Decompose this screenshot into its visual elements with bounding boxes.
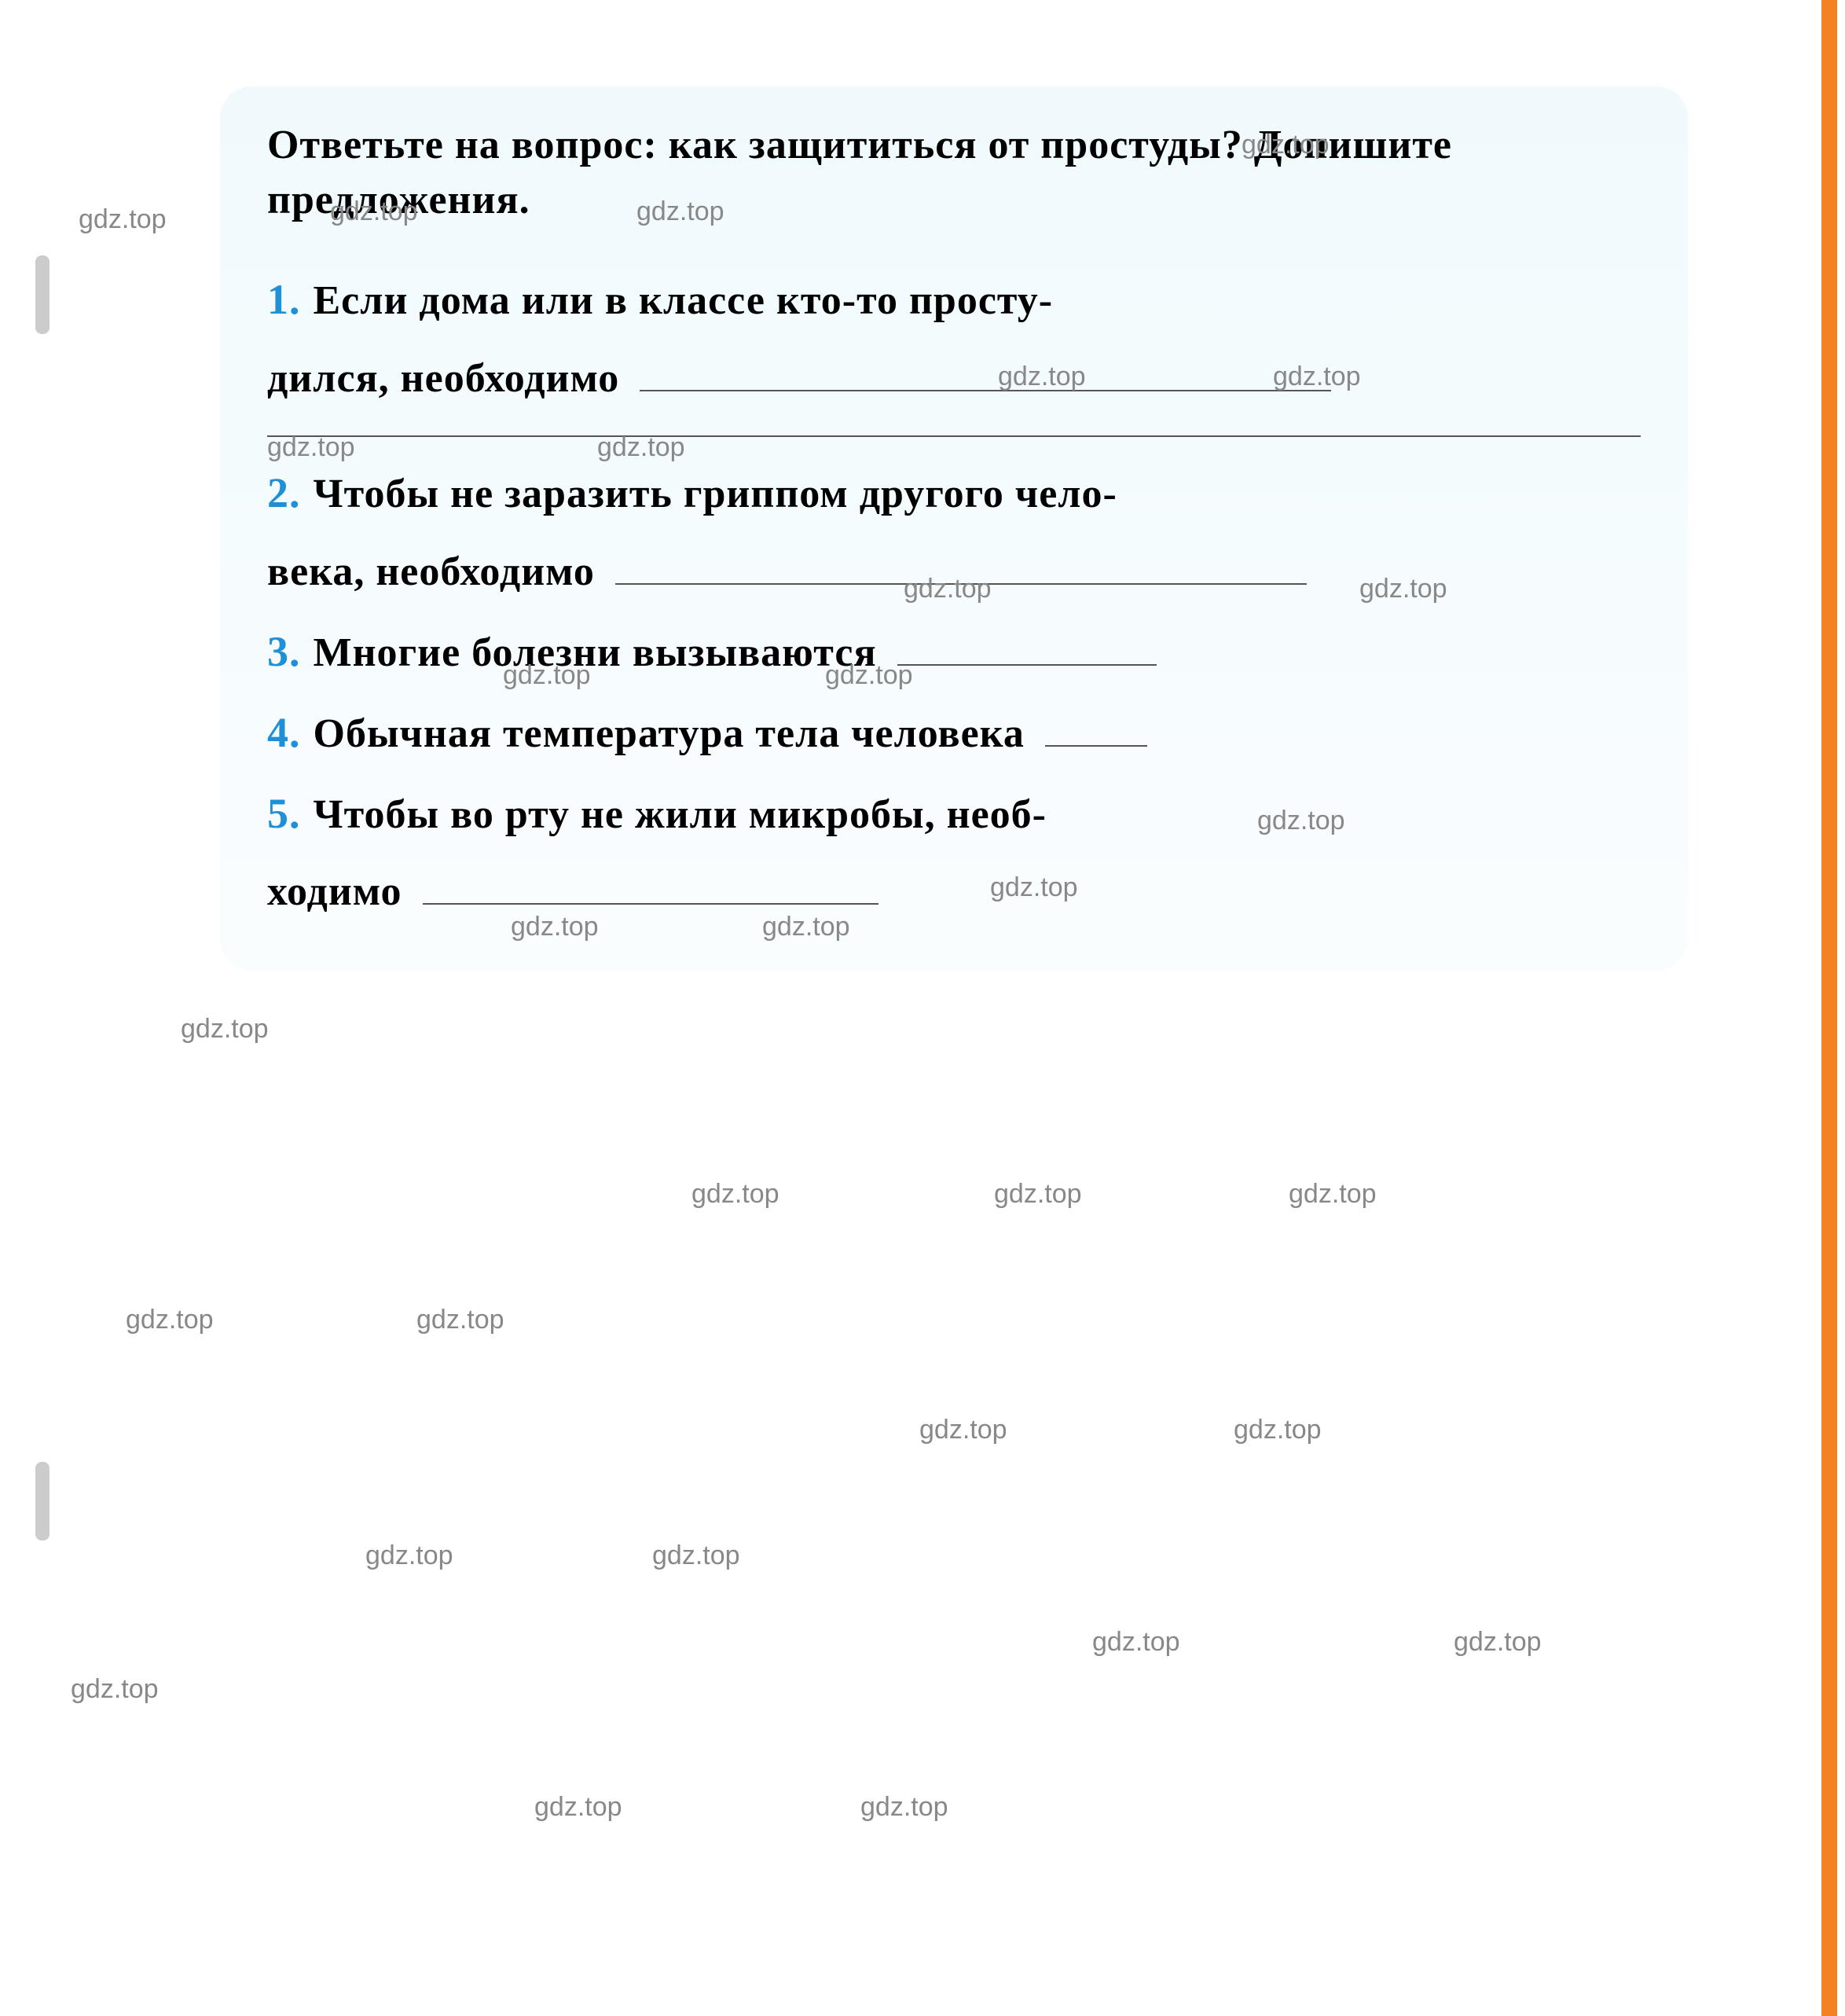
watermark: gdz.top bbox=[1359, 574, 1447, 604]
watermark: gdz.top bbox=[267, 432, 355, 463]
content-box: Ответьте на вопрос: как защититься от пр… bbox=[220, 86, 1688, 971]
item-text-5a: Чтобы во рту не жили микробы, необ- bbox=[314, 792, 1047, 837]
blank-line[interactable] bbox=[423, 868, 878, 905]
watermark: gdz.top bbox=[1454, 1627, 1542, 1658]
watermark: gdz.top bbox=[762, 912, 850, 942]
watermark: gdz.top bbox=[1234, 1415, 1322, 1445]
watermark: gdz.top bbox=[1289, 1179, 1377, 1210]
watermark: gdz.top bbox=[1257, 806, 1345, 836]
watermark: gdz.top bbox=[416, 1305, 504, 1335]
watermark: gdz.top bbox=[1092, 1627, 1180, 1658]
item-text-4a: Обычная температура тела человека bbox=[314, 711, 1025, 756]
header-text: Ответьте на вопрос: как защититься от пр… bbox=[267, 118, 1641, 228]
item-1-cont: дился, необходимо bbox=[267, 340, 1641, 418]
watermark: gdz.top bbox=[365, 1540, 453, 1571]
item-number-5: 5. bbox=[267, 790, 301, 837]
item-5: 5. Чтобы во рту не жили микробы, необ- bbox=[267, 773, 1641, 854]
watermark: gdz.top bbox=[994, 1179, 1082, 1210]
watermark: gdz.top bbox=[825, 660, 913, 691]
watermark: gdz.top bbox=[330, 196, 418, 227]
binding-mark bbox=[35, 1462, 50, 1540]
watermark: gdz.top bbox=[860, 1792, 948, 1823]
item-5-cont: ходимо bbox=[267, 854, 1641, 931]
watermark: gdz.top bbox=[534, 1792, 622, 1823]
watermark: gdz.top bbox=[79, 204, 167, 235]
watermark: gdz.top bbox=[597, 432, 685, 463]
watermark: gdz.top bbox=[1242, 130, 1330, 160]
watermark: gdz.top bbox=[511, 912, 599, 942]
item-3: 3. Многие болезни вызываются bbox=[267, 611, 1641, 692]
watermark: gdz.top bbox=[919, 1415, 1007, 1445]
watermark: gdz.top bbox=[181, 1014, 269, 1045]
blank-line[interactable] bbox=[897, 629, 1157, 666]
item-number-3: 3. bbox=[267, 628, 301, 675]
watermark: gdz.top bbox=[1273, 362, 1361, 392]
watermark: gdz.top bbox=[998, 362, 1086, 392]
binding-mark bbox=[35, 255, 50, 334]
item-number-2: 2. bbox=[267, 469, 301, 516]
watermark: gdz.top bbox=[71, 1674, 159, 1705]
item-text-1a: Если дома или в классе кто-то просту- bbox=[314, 278, 1054, 323]
blank-line[interactable] bbox=[1045, 710, 1147, 747]
watermark: gdz.top bbox=[636, 196, 724, 227]
item-text-5b: ходимо bbox=[267, 869, 402, 914]
item-text-3a: Многие болезни вызываются bbox=[314, 630, 877, 675]
item-text-2a: Чтобы не заразить гриппом другого чело- bbox=[314, 472, 1117, 516]
blank-line-full[interactable] bbox=[267, 426, 1641, 437]
item-text-1b: дился, необходимо bbox=[267, 356, 619, 401]
item-number-4: 4. bbox=[267, 709, 301, 756]
item-number-1: 1. bbox=[267, 276, 301, 323]
watermark: gdz.top bbox=[691, 1179, 779, 1210]
item-1: 1. Если дома или в классе кто-то просту- bbox=[267, 259, 1641, 340]
blank-line[interactable] bbox=[640, 354, 1331, 391]
item-4: 4. Обычная температура тела человека bbox=[267, 692, 1641, 773]
item-text-2b: века, необходимо bbox=[267, 549, 595, 594]
page-container: Ответьте на вопрос: как защититься от пр… bbox=[0, 0, 1845, 2016]
watermark: gdz.top bbox=[990, 872, 1078, 903]
watermark: gdz.top bbox=[904, 574, 992, 604]
item-2: 2. Чтобы не заразить гриппом другого чело… bbox=[267, 453, 1641, 534]
watermark: gdz.top bbox=[652, 1540, 740, 1571]
watermark: gdz.top bbox=[126, 1305, 214, 1335]
watermark: gdz.top bbox=[503, 660, 591, 691]
